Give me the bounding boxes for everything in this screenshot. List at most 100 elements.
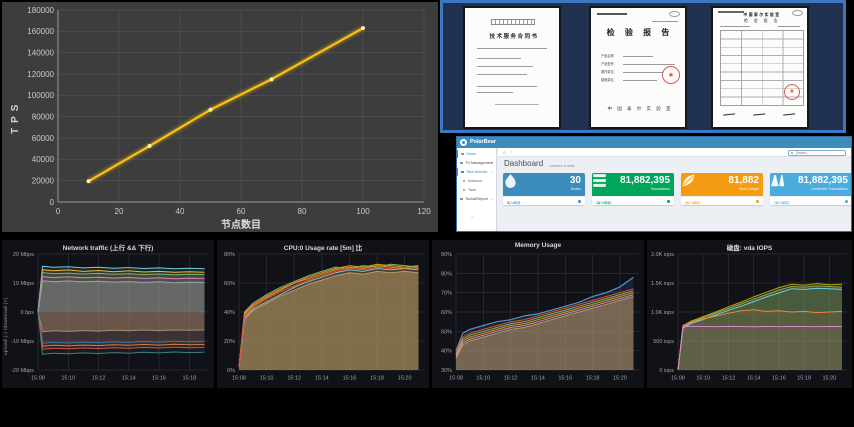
report-icon: [460, 197, 463, 201]
svg-text:80%: 80%: [224, 252, 235, 258]
sidebar-item-task[interactable]: Task: [457, 186, 497, 194]
svg-text:40000: 40000: [32, 155, 55, 164]
svg-text:15:18: 15:18: [182, 376, 196, 382]
svg-text:15:08: 15:08: [31, 376, 45, 382]
svg-text:100000: 100000: [27, 91, 54, 100]
chevron-down-icon: ⌄: [491, 161, 494, 165]
stat-card-block-height: 81,882 Block Height (每7s刷新): [681, 173, 763, 205]
sidebar-collapse-icon[interactable]: ○: [471, 214, 474, 219]
svg-text:15:10: 15:10: [260, 376, 274, 382]
inspection-report-table-document: 中国泰尔实验室 检 验 报 告 ★: [711, 6, 809, 129]
lab-logo-text: [718, 11, 744, 13]
gear-icon[interactable]: [666, 199, 670, 203]
svg-text:80: 80: [298, 207, 307, 216]
red-seal-icon: ★: [662, 66, 680, 84]
svg-text:20 Mbps: 20 Mbps: [13, 252, 34, 258]
dot-icon: [463, 179, 465, 182]
lab-logo-icon: [792, 10, 803, 16]
svg-text:120000: 120000: [27, 70, 54, 79]
polarbear-logo-icon: [460, 139, 467, 146]
card-label: Confirmed Transactions: [811, 187, 848, 191]
svg-text:40%: 40%: [441, 349, 452, 355]
signature-stroke: [782, 110, 796, 116]
card-value: 81,882,395: [619, 175, 670, 186]
sidebar-item-tx-management[interactable]: TX Management ⌄: [457, 159, 497, 167]
panel-title[interactable]: CPU:0 Usage rate [5m] 比: [283, 245, 363, 252]
red-seal-icon: ★: [784, 84, 800, 100]
signature-stroke: [752, 110, 766, 116]
cpu-usage-chart: 0% 20% 40% 60% 80% 15:08 15:10 15:12 15:14 15:16 1…: [224, 252, 424, 382]
memory-usage-chart: 30% 40% 50% 60% 70% 80% 90% 15:08 15:10 15:12 15:1…: [441, 252, 639, 382]
stat-card-confirmed-transactions: 81,882,395 Confirmed Transactions (每7s刷新…: [770, 173, 851, 205]
panel-title[interactable]: 磁盘: vda IOPS: [726, 245, 773, 252]
disk-iops-chart: 0 iops 500 iops 1.0K iops 1.5K iops 2.0K iop…: [651, 252, 847, 382]
lab-logo-text: [597, 13, 627, 15]
svg-text:15:10: 15:10: [61, 376, 75, 382]
polarbear-dashboard: PolarBear Home TX Management ⌄ Task Moni…: [456, 136, 852, 232]
search-icon: [790, 151, 794, 155]
grafana-panel-cpu-usage: CPU:0 Usage rate [5m] 比 0% 20% 40% 60% 80% 15…: [217, 240, 429, 388]
tps-chart: 0 20000 40000 60000 80000 100000 120000 140000 1…: [2, 2, 438, 232]
network-traffic-chart: -20 Mbps -10 Mbps 0 bps 10 Mbps 20 Mbps 15:08…: [11, 252, 209, 382]
svg-text:-20 Mbps: -20 Mbps: [11, 368, 34, 374]
card-footer-link[interactable]: 每7s刷新: [503, 196, 585, 205]
card-footer-link[interactable]: (每7s刷新): [770, 196, 851, 205]
svg-text:15:08: 15:08: [449, 376, 463, 382]
field-label: 产品名称:: [601, 54, 615, 58]
grafana-panel-memory-usage: Memory Usage 30% 40% 50% 60% 70% 80% 90% 15:08 1…: [432, 240, 644, 388]
svg-text:0 iops: 0 iops: [659, 368, 674, 374]
sidebar-item-task-monitor[interactable]: Task Monitor ⌄: [457, 168, 497, 176]
dashboard-sidebar: Home TX Management ⌄ Task Monitor ⌄ Inst…: [457, 148, 497, 231]
svg-text:15:16: 15:16: [343, 376, 357, 382]
svg-text:1.0K iops: 1.0K iops: [651, 310, 674, 316]
svg-text:10 Mbps: 10 Mbps: [13, 281, 34, 287]
sidebar-item-home[interactable]: Home: [457, 150, 497, 158]
svg-text:15:08: 15:08: [671, 376, 685, 382]
svg-text:0%: 0%: [227, 368, 235, 374]
text-line: [477, 48, 547, 49]
dashboard-navbar: PolarBear: [457, 137, 851, 148]
home-icon[interactable]: ⌂: [503, 149, 506, 155]
svg-text:60: 60: [237, 207, 246, 216]
card-footer-link[interactable]: (每7s刷新): [681, 196, 763, 205]
svg-text:120: 120: [417, 207, 431, 216]
server-icon: [593, 174, 606, 187]
svg-text:0: 0: [56, 207, 61, 216]
lab-logo-icon: [669, 11, 680, 17]
sidebar-item-tools-report[interactable]: Tools&Report ⌄: [457, 195, 497, 203]
text-line: [477, 92, 513, 93]
svg-text:-10 Mbps: -10 Mbps: [11, 339, 34, 345]
report-org: 中国泰尔实验室: [743, 13, 781, 17]
search-input[interactable]: [796, 150, 844, 156]
card-label: Transactions: [650, 187, 670, 191]
panel-title[interactable]: Network traffic (上行 && 下行): [62, 245, 154, 252]
gear-icon[interactable]: [844, 199, 848, 203]
svg-text:20%: 20%: [224, 339, 235, 345]
svg-text:15:10: 15:10: [696, 376, 710, 382]
gear-icon[interactable]: [577, 199, 581, 203]
card-footer-link[interactable]: (每7s刷新): [592, 196, 674, 205]
sidebar-item-instance[interactable]: Instance: [457, 177, 497, 185]
svg-text:60000: 60000: [32, 134, 55, 143]
brand-name: PolarBear: [470, 139, 496, 145]
svg-text:15:12: 15:12: [722, 376, 736, 382]
stat-card-nodes: 30 Nodes 每7s刷新: [503, 173, 585, 205]
monitor-icon: [461, 170, 464, 174]
gear-icon[interactable]: [755, 199, 759, 203]
stat-card-transactions: 81,882,395 Transactions (每7s刷新): [592, 173, 674, 205]
panel-title[interactable]: Memory Usage: [514, 242, 562, 249]
inspection-report-document: 检 验 报 告 产品名称: 产品型号: 委托单位: 制造单位: ★ 中 国 泰 …: [589, 6, 687, 129]
tps-x-axis-label: 节点数目: [221, 220, 261, 231]
contract-document: 技术服务合同书: [463, 6, 561, 129]
svg-text:15:16: 15:16: [152, 376, 166, 382]
svg-text:15:14: 15:14: [531, 376, 545, 382]
home-icon: [461, 152, 464, 156]
card-label: Nodes: [570, 187, 581, 191]
field-line: [623, 80, 657, 81]
svg-text:15:20: 15:20: [613, 376, 627, 382]
svg-text:15:20: 15:20: [398, 376, 412, 382]
svg-text:20: 20: [115, 207, 124, 216]
svg-text:15:14: 15:14: [315, 376, 329, 382]
dot-icon: [463, 188, 465, 191]
svg-text:15:08: 15:08: [232, 376, 246, 382]
